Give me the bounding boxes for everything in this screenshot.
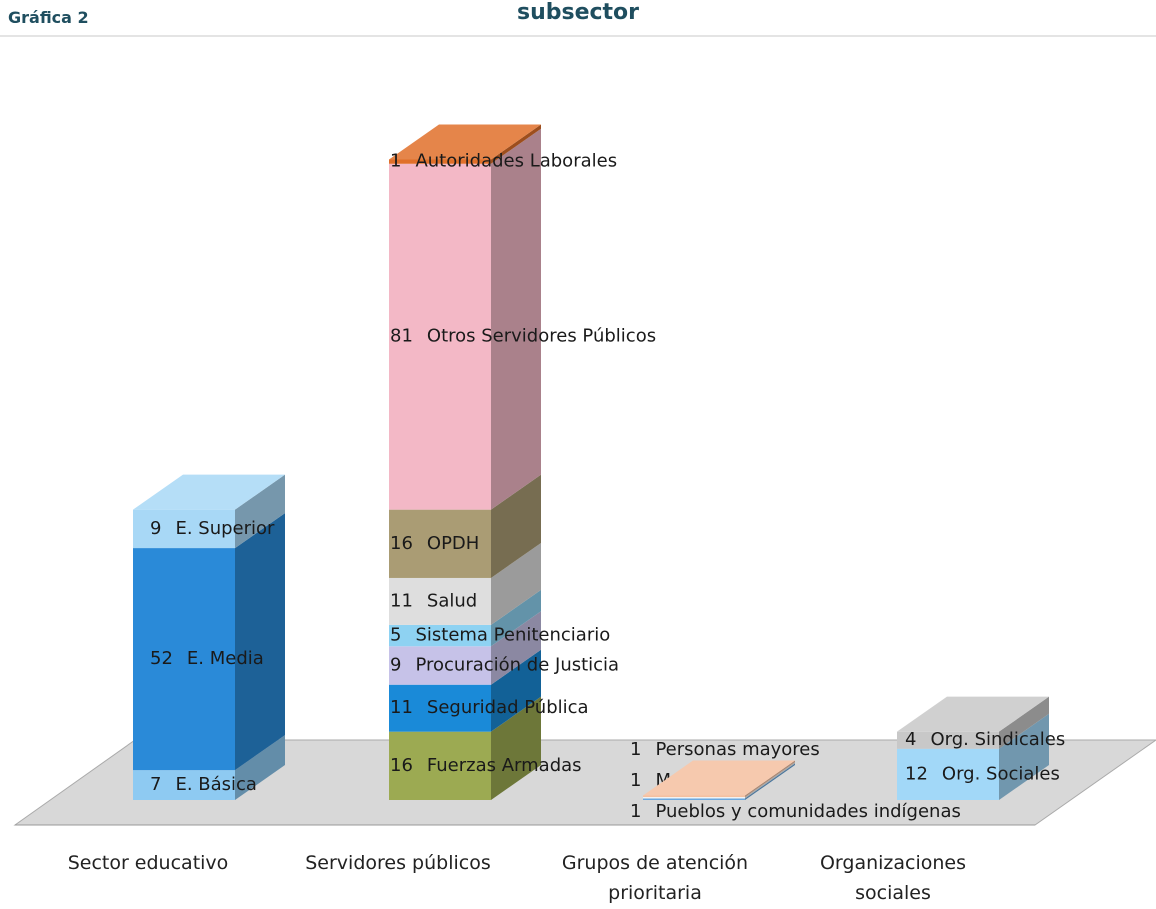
bar-segment: [133, 548, 235, 771]
bar-segment: [389, 731, 491, 800]
bar-segment: [133, 770, 235, 800]
x-tick-label: Grupos de atención prioritaria: [561, 852, 749, 904]
segment-name: Fuerzas Armadas: [427, 755, 582, 776]
bar-segment: [389, 509, 491, 578]
bar-side: [491, 611, 541, 685]
bar-segment: [643, 795, 745, 797]
chart-title: subsector: [516, 0, 640, 25]
segment-name: OPDH: [427, 533, 479, 554]
segment-label: 16 OPDH: [390, 533, 479, 554]
bar-side: [999, 713, 1049, 800]
bar-segment: [389, 163, 491, 510]
segment-name: Salud: [427, 590, 477, 611]
bar-segment: [389, 646, 491, 685]
segment-label: 7 E. Básica: [150, 774, 257, 795]
segment-name: Otros Servidores Públicos: [427, 326, 656, 347]
segment-label: 9 Procuración de Justicia: [390, 654, 619, 675]
segment-value: 1: [630, 739, 641, 760]
bar-segment: [643, 797, 745, 799]
bar-top: [897, 696, 1049, 732]
bar-side: [745, 763, 795, 800]
segment-label: 1 Autoridades Laborales: [390, 151, 617, 172]
bar-side: [491, 649, 541, 732]
segment-value: 81: [390, 326, 413, 347]
segment-label: 52 E. Media: [150, 648, 264, 669]
bar-side: [745, 762, 795, 799]
bar-side: [491, 589, 541, 647]
segment-label: 1 Personas mayores: [630, 739, 820, 760]
segment-name: Seguridad Pública: [427, 697, 589, 718]
segment-name: Autoridades Laborales: [415, 151, 617, 172]
segment-value: 1: [390, 151, 401, 172]
bar-side: [491, 474, 541, 578]
segment-label: 11 Salud: [390, 590, 477, 611]
segment-name: E. Media: [187, 648, 264, 669]
x-tick-label: Servidores públicos: [305, 852, 491, 874]
bar-side: [491, 124, 541, 164]
bar-segment: [133, 509, 235, 549]
segment-name: Org. Sindicales: [930, 729, 1065, 750]
segment-value: 11: [390, 590, 413, 611]
bar-side: [491, 128, 541, 510]
bar-segment: [389, 684, 491, 732]
segment-value: 52: [150, 648, 173, 669]
bar-side: [491, 542, 541, 625]
bar-side: [745, 760, 795, 797]
bar-segment: [389, 159, 491, 164]
segment-value: 1: [630, 770, 641, 791]
bar-side: [235, 474, 285, 549]
segment-name: E. Básica: [175, 774, 257, 795]
segment-value: 9: [150, 518, 161, 539]
bar-top: [389, 124, 541, 160]
segment-name: Org. Sociales: [942, 763, 1060, 784]
segment-value: 7: [150, 774, 161, 795]
x-tick-label: Sector educativo: [67, 852, 229, 874]
segment-label: 1 Pueblos y comunidades indígenas: [630, 801, 961, 822]
segment-name: Personas mayores: [655, 739, 819, 760]
bar-segment: [389, 577, 491, 625]
bar-segment: [643, 798, 745, 800]
bar-top: [643, 760, 795, 796]
segment-label: 12 Org. Sociales: [905, 763, 1060, 784]
segment-label: 81 Otros Servidores Públicos: [390, 326, 656, 347]
bar-segment: [897, 731, 999, 749]
bar-side: [235, 735, 285, 800]
segment-value: 9: [390, 654, 401, 675]
segment-label: 9 E. Superior: [150, 518, 275, 539]
bar-side: [235, 513, 285, 771]
segment-value: 16: [390, 533, 413, 554]
segment-name: E. Superior: [175, 518, 275, 539]
segment-label: 4 Org. Sindicales: [905, 729, 1065, 750]
segment-value: 5: [390, 625, 401, 646]
bar-side: [999, 696, 1049, 749]
segment-label: 16 Fuerzas Armadas: [390, 755, 582, 776]
segment-value: 1: [630, 801, 641, 822]
segment-name: Sistema Penitenciario: [415, 625, 610, 646]
segment-name: Procuración de Justicia: [415, 654, 619, 675]
figure-label: Gráfica 2: [8, 8, 89, 27]
bar-top: [133, 474, 285, 510]
segment-value: 4: [905, 729, 916, 750]
segment-label: 5 Sistema Penitenciario: [390, 625, 610, 646]
segment-value: 11: [390, 697, 413, 718]
bar-segment: [897, 748, 999, 800]
segment-label: 11 Seguridad Pública: [390, 697, 589, 718]
segment-value: 12: [905, 763, 928, 784]
bar-segment: [389, 624, 491, 647]
segment-name: Pueblos y comunidades indígenas: [655, 801, 960, 822]
x-tick-label: Organizaciones sociales: [819, 852, 967, 904]
segment-value: 16: [390, 755, 413, 776]
bar-side: [491, 696, 541, 800]
